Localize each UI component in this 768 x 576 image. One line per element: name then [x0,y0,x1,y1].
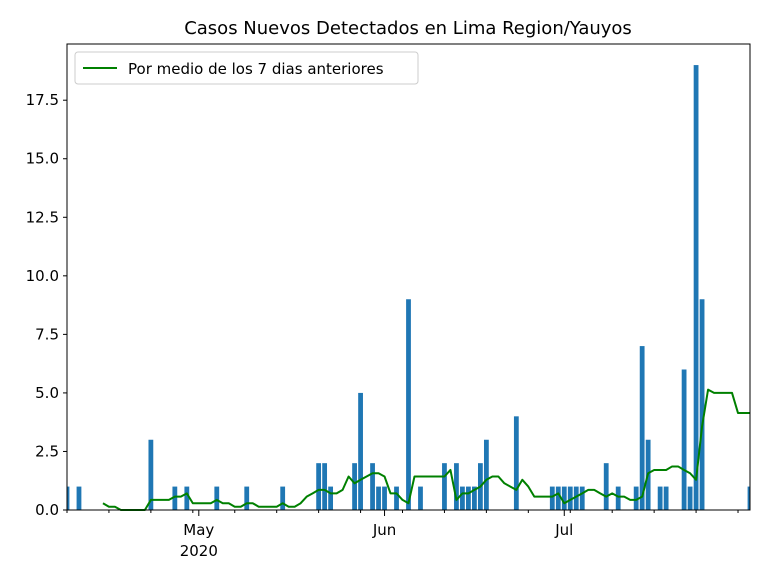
x-tick-label: May [183,521,214,539]
bar [615,486,621,510]
bar [322,463,328,510]
bar [549,486,555,510]
bar [454,463,459,510]
x-tick-sublabel: 2020 [180,542,218,560]
bar [657,486,663,510]
bar [280,486,286,510]
chart-title: Casos Nuevos Detectados en Lima Region/Y… [184,18,632,39]
bar [513,416,519,510]
bar [244,486,250,510]
bar [472,486,477,510]
bar [214,486,220,510]
bar [555,486,561,510]
bar [699,299,705,510]
bar [328,486,334,510]
bar [633,486,639,510]
bar [681,369,687,510]
bar [567,486,573,510]
bar [358,392,363,510]
bar [394,486,399,510]
bar [370,463,375,510]
bar [466,486,471,510]
moving-average-line [102,388,750,511]
bar [67,486,70,510]
y-tick-label: 2.5 [35,442,59,460]
legend-box [74,51,419,85]
bar [573,486,579,510]
bar [442,463,447,510]
y-tick-label: 15.0 [26,150,59,168]
bar [148,439,154,510]
bar [483,439,489,510]
axes-frame [66,43,751,511]
x-tick-label: Jul [554,521,573,539]
y-tick-label: 7.5 [35,325,59,343]
y-tick-label: 5.0 [35,384,59,402]
x-tick-label: Jun [372,521,396,539]
bar [76,486,82,510]
plot-area: 0.0 2.5 5.0 7.5 10.0 12.5 15.0 17.5 May 2020 Jun Ju… [26,43,751,560]
bar [184,486,190,510]
bar [172,486,178,510]
legend-label: Por medio de los 7 dias anteriores [128,60,384,78]
bar [376,486,381,510]
y-tick-label: 0.0 [35,501,59,519]
bar [687,486,693,510]
bar [406,299,411,510]
bar [382,486,387,510]
bar [561,486,567,510]
y-tick-label: 10.0 [26,267,59,285]
bar [418,486,423,510]
y-tick-label: 17.5 [26,91,59,109]
bar [639,346,645,510]
bar [747,486,750,510]
bar [663,486,669,510]
bar [316,463,322,510]
bar [579,486,585,510]
bar [460,486,465,510]
bar [603,463,609,510]
y-tick-label: 12.5 [26,208,59,226]
bar [352,463,357,510]
bar [693,65,699,510]
